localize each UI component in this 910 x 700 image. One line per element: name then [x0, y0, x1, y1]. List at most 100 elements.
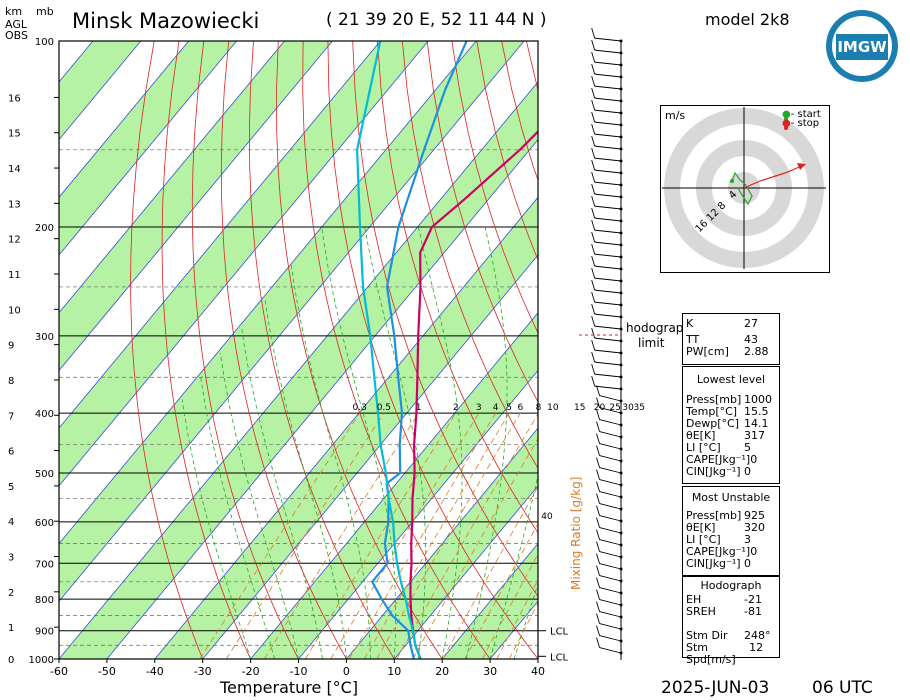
x-tick-label: -20 — [242, 665, 260, 678]
x-tick-label: 20 — [435, 665, 449, 678]
pressure-tick-label: 300 — [35, 332, 54, 343]
mb-unit-label: mb — [36, 5, 54, 18]
pressure-tick-label: 700 — [35, 559, 54, 570]
unstable-value: 0 — [750, 545, 758, 558]
lowest-rows: Press[mb] 1000 Temp[°C] 15.5 Dewp[°C] 14.1 θE[… — [683, 394, 779, 478]
wind-barb-feather — [591, 339, 596, 351]
time-label: 06 UTC — [812, 678, 873, 698]
wind-barb — [599, 587, 622, 594]
wind-barb — [594, 301, 622, 306]
lowest-label: CAPE[Jkg⁻¹] — [686, 453, 751, 466]
x-tick-label: 30 — [483, 665, 497, 678]
tt-label: TT — [686, 333, 700, 346]
wind-barb — [594, 97, 622, 102]
x-tick-label: -30 — [194, 665, 212, 678]
wind-barb-feather — [591, 267, 596, 279]
wind-barb — [594, 133, 622, 138]
lowest-row: CAPE[Jkg⁻¹] 0 — [683, 454, 779, 466]
x-tick-label: -10 — [290, 665, 308, 678]
unstable-row: LI [°C] 3 — [683, 534, 779, 546]
lcl-label: LCL — [550, 652, 569, 663]
pressure-tick-label: 400 — [35, 409, 54, 420]
km-tick-label: 5 — [8, 482, 14, 493]
dry-adiabat — [276, 41, 443, 659]
agl-label: AGL — [5, 18, 27, 31]
wind-barb — [599, 443, 622, 450]
wind-barb — [599, 563, 622, 570]
isotherm-line — [59, 41, 237, 256]
hodo-row: Stm Spd[m/s] 12 — [683, 642, 779, 666]
mixing-ratio-tick: 2 — [453, 403, 459, 413]
indices-panel-unstable: Most Unstable Press[mb] 925 θE[K] 320 LI [°C… — [682, 486, 780, 576]
wind-barb — [599, 455, 622, 462]
hodograph-box — [660, 105, 830, 273]
wind-barb-feather — [591, 51, 596, 63]
wind-barb-feather — [591, 63, 596, 75]
wind-barb — [599, 623, 622, 630]
wind-barb-feather — [591, 279, 596, 291]
trace-parcel — [355, 41, 422, 659]
dry-adiabat — [352, 41, 538, 597]
km-tick-label: 0 — [8, 655, 14, 666]
wind-barb-feather — [596, 385, 600, 396]
mixing-ratio-line — [199, 412, 361, 659]
mixing-ratio-tick: 1 — [416, 403, 422, 413]
wind-barb — [594, 217, 622, 222]
mixing-ratio-line — [304, 412, 457, 659]
wind-barb — [594, 109, 622, 114]
wind-barb-feather — [591, 363, 596, 375]
wind-barb — [599, 575, 622, 582]
wind-barb-feather — [591, 303, 596, 315]
wind-barb-feather — [596, 625, 600, 636]
isotherm-line — [59, 81, 538, 659]
mixing-ratio-line — [264, 412, 419, 659]
pressure-tick-label: 900 — [35, 627, 54, 638]
isotherm-line — [59, 41, 429, 487]
legend-start-dot — [784, 117, 788, 121]
wind-barb — [594, 361, 622, 366]
wind-barb-feather — [596, 541, 600, 552]
mixing-ratio-line — [442, 485, 538, 659]
wind-barb — [594, 337, 622, 342]
hodograph-trace-high — [743, 164, 805, 189]
isotherm-line — [250, 312, 538, 659]
km-tick-label: 2 — [8, 588, 14, 599]
mixing-ratio-line — [412, 437, 538, 659]
hodo-value: 248° — [744, 629, 771, 642]
wind-barb — [594, 265, 622, 270]
isotherm-line — [59, 41, 477, 545]
dry-adiabat — [191, 41, 299, 659]
isotherm-line — [59, 41, 285, 314]
lowest-label: LI [°C] — [686, 441, 721, 454]
wind-barb-feather — [596, 469, 600, 480]
k-label: K — [686, 317, 694, 330]
mixing-ratio-tick: 5 — [506, 403, 512, 413]
km-tick-label: 4 — [8, 517, 14, 528]
wind-barb-feather — [596, 457, 600, 468]
wind-barb-feather — [591, 147, 596, 159]
lowest-row: Press[mb] 1000 — [683, 394, 779, 406]
wind-barb-feather — [596, 421, 600, 432]
dry-adiabat — [130, 41, 204, 659]
mixing-ratio-line — [481, 553, 538, 659]
dry-adiabat — [426, 41, 538, 403]
indices-panel-basic: K 27 TT 43 PW[cm] 2.88 — [682, 313, 780, 365]
lowest-label: θE[K] — [686, 429, 716, 442]
mixing-ratio-tick: 0.5 — [377, 403, 391, 413]
wind-barb — [594, 181, 622, 186]
wind-barb — [599, 611, 622, 618]
moist-adiabat — [200, 377, 275, 659]
wind-barb-feather — [596, 445, 600, 456]
lowest-label: Temp[°C] — [686, 405, 738, 418]
unstable-row: θE[K] 320 — [683, 522, 779, 534]
km-tick-label: 6 — [8, 447, 14, 458]
pressure-tick-label: 800 — [35, 595, 54, 606]
km-tick-label: 12 — [8, 235, 21, 246]
isotherm-line — [346, 427, 538, 659]
indices-panel-hodograph: Hodograph EH -21 SREH -81 Stm Dir 248° Stm Spd… — [682, 576, 780, 666]
lowest-value: 0 — [744, 465, 751, 478]
km-unit-label: km — [5, 5, 23, 18]
station-name: Minsk Mazowiecki — [72, 9, 260, 33]
unstable-label: CAPE[Jkg⁻¹] — [686, 545, 751, 558]
